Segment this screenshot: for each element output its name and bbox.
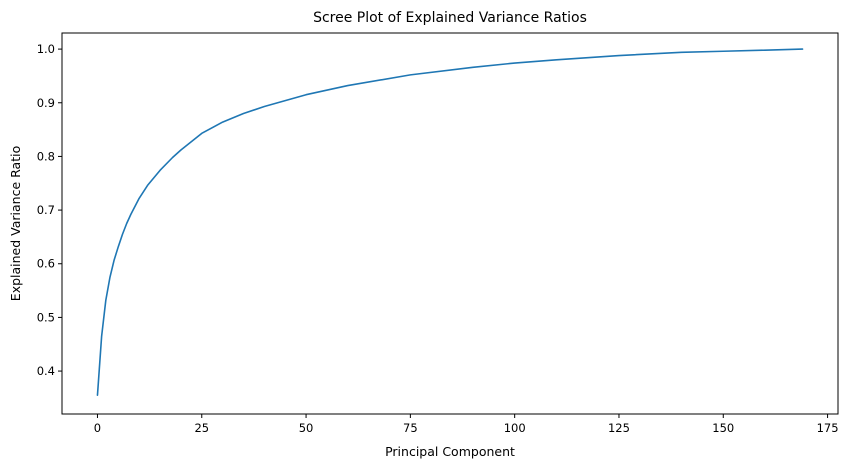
y-tick-label: 0.7	[37, 203, 55, 217]
x-tick-label: 75	[403, 421, 418, 435]
x-tick-label: 100	[504, 421, 526, 435]
y-tick-label: 0.8	[37, 149, 55, 163]
y-axis: 0.4 0.5 0.6 0.7 0.8 0.9 1.0	[37, 42, 62, 378]
y-tick-label: 0.9	[37, 96, 55, 110]
y-tick-label: 0.6	[37, 257, 55, 271]
explained-variance-line	[96, 48, 804, 397]
y-axis-label: Explained Variance Ratio	[8, 146, 23, 301]
y-tick-label: 0.4	[37, 364, 55, 378]
plot-frame	[61, 32, 839, 415]
y-tick-label: 0.5	[37, 310, 55, 324]
x-tick-label: 150	[712, 421, 734, 435]
y-tick-label: 1.0	[37, 42, 55, 56]
chart-title: Scree Plot of Explained Variance Ratios	[313, 10, 587, 26]
x-tick-label: 125	[608, 421, 630, 435]
x-tick-label: 50	[299, 421, 314, 435]
x-axis: 0 25 50 75 100 125 150 175	[94, 414, 839, 435]
x-axis-label: Principal Component	[385, 444, 515, 459]
x-tick-label: 25	[194, 421, 209, 435]
x-tick-label: 0	[94, 421, 101, 435]
x-tick-label: 175	[817, 421, 839, 435]
